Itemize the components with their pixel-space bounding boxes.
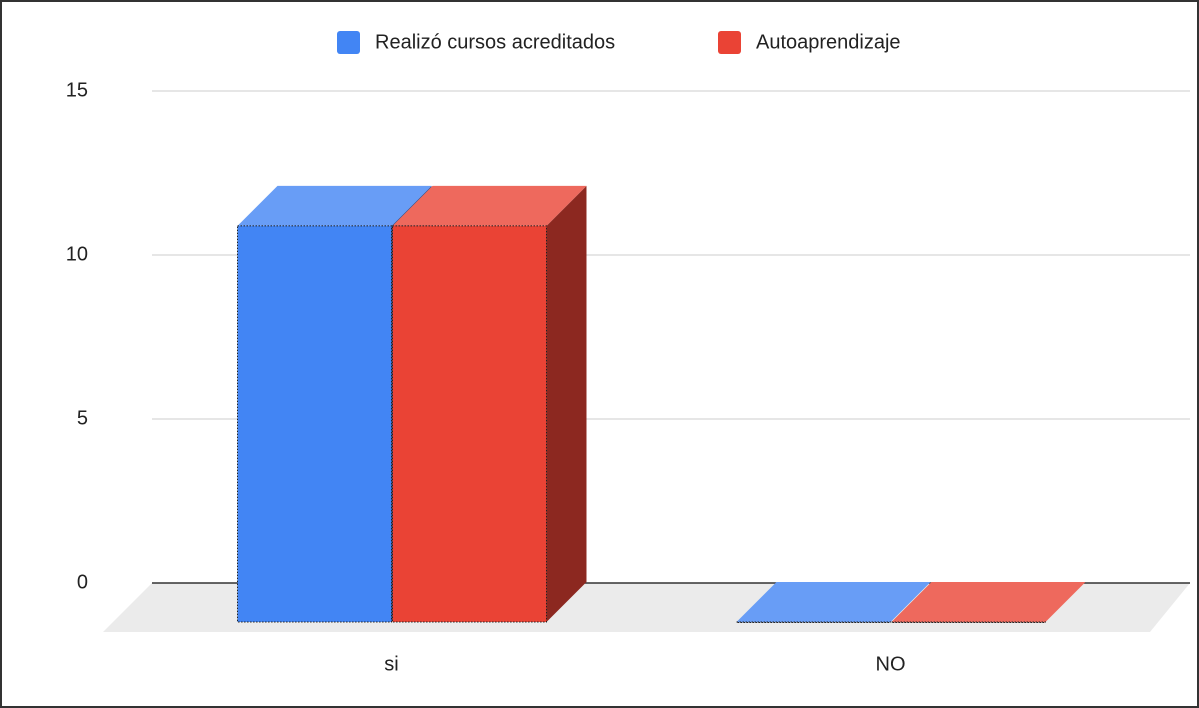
bar-side (546, 185, 587, 622)
y-tick-label: 15 (66, 79, 88, 101)
legend-label: Realizó cursos acreditados (375, 31, 615, 53)
bar-top (891, 582, 1086, 622)
bar-front (392, 225, 547, 623)
y-tick-label: 10 (66, 243, 88, 265)
bar (392, 185, 587, 623)
x-tick-label: si (384, 653, 398, 675)
bar-front (891, 621, 1046, 623)
bar-top (237, 185, 432, 226)
bar (736, 582, 931, 623)
bar (891, 582, 1086, 623)
bar-front (736, 621, 891, 623)
bar-top (392, 185, 587, 226)
y-tick-label: 0 (77, 571, 88, 593)
legend-label: Autoaprendizaje (756, 31, 901, 53)
legend-swatch (718, 31, 741, 54)
y-tick-label: 5 (77, 407, 88, 429)
x-tick-label: NO (876, 653, 906, 675)
bar-front (237, 225, 392, 623)
legend-swatch (337, 31, 360, 54)
bar-top (736, 582, 931, 622)
